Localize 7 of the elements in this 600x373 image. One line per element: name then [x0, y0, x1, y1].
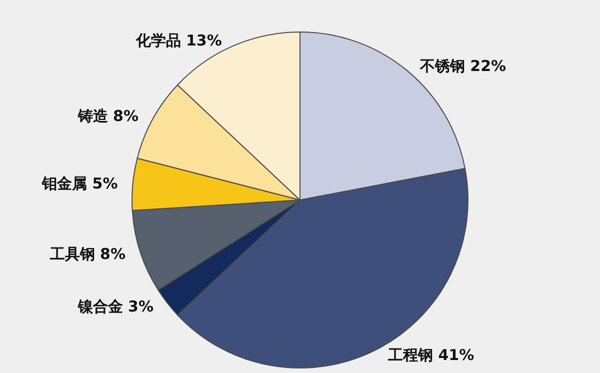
slice-label: 钼金属 5%	[41, 174, 118, 193]
slice-label: 铸造 8%	[76, 107, 139, 126]
slice-label: 镍合金 3%	[76, 298, 154, 316]
slice-label: 不锈钢 22%	[418, 56, 506, 75]
slice-label: 工程钢 41%	[386, 346, 474, 364]
slice-label: 化学品 13%	[134, 31, 222, 50]
slice-label: 工具钢 8%	[48, 244, 126, 263]
